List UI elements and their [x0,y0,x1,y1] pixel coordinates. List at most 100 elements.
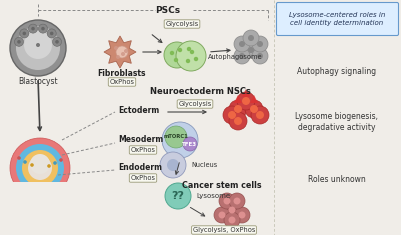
Circle shape [30,154,50,174]
Circle shape [124,49,128,53]
Circle shape [28,156,52,180]
Circle shape [237,92,255,110]
Text: Blastocyst: Blastocyst [18,77,58,86]
Circle shape [257,41,263,47]
Circle shape [248,35,254,41]
Circle shape [167,159,179,171]
Circle shape [223,197,231,204]
Circle shape [228,111,236,119]
Circle shape [183,137,197,151]
Circle shape [59,158,63,162]
Circle shape [257,53,263,59]
Text: Nucleus: Nucleus [191,162,217,168]
Circle shape [256,111,264,119]
Text: mTORC1: mTORC1 [164,134,188,140]
Circle shape [186,59,190,63]
Circle shape [234,48,250,64]
Circle shape [23,160,27,164]
Text: Glycolysis: Glycolysis [165,21,198,27]
Text: Glycolysis: Glycolysis [178,101,212,107]
Polygon shape [250,95,258,103]
Circle shape [170,51,174,55]
Circle shape [121,52,125,56]
Circle shape [47,164,51,168]
Text: Autophagy signaling: Autophagy signaling [298,67,377,77]
Circle shape [24,31,52,59]
Circle shape [187,47,191,51]
Circle shape [165,183,191,209]
Circle shape [165,126,187,148]
Text: PSCs: PSCs [156,5,180,15]
Circle shape [116,55,120,59]
Circle shape [229,216,235,223]
Text: Roles unknown: Roles unknown [308,176,366,184]
FancyBboxPatch shape [277,3,399,35]
Circle shape [252,48,268,64]
Circle shape [178,48,182,52]
Circle shape [47,29,56,38]
Circle shape [239,53,245,59]
Circle shape [243,42,259,58]
Circle shape [219,212,225,219]
Text: Autophagosome: Autophagosome [208,54,263,60]
Circle shape [53,37,61,46]
Text: Gastrula: Gastrula [24,196,57,204]
Text: Cancer stem cells: Cancer stem cells [182,181,262,191]
Circle shape [28,24,38,33]
Circle shape [233,197,241,204]
Polygon shape [104,36,136,68]
Circle shape [224,202,240,218]
Circle shape [36,43,40,47]
Circle shape [22,150,58,186]
Text: Neuroectoderm NSCs: Neuroectoderm NSCs [150,87,251,97]
Circle shape [251,106,269,124]
Circle shape [245,100,263,118]
Circle shape [234,105,242,113]
Circle shape [50,32,53,35]
Circle shape [38,24,47,33]
Circle shape [16,144,64,192]
Text: TFE3: TFE3 [182,141,198,146]
Circle shape [176,41,206,71]
Text: Endoderm: Endoderm [118,164,162,172]
Text: ??: ?? [172,191,184,201]
Circle shape [229,207,235,214]
Text: OxPhos: OxPhos [130,147,156,153]
Circle shape [243,30,259,46]
Circle shape [14,37,24,46]
FancyBboxPatch shape [8,182,72,204]
Circle shape [229,100,247,118]
Text: Lysosome: Lysosome [196,193,230,199]
Circle shape [214,207,230,223]
Circle shape [17,156,21,160]
Text: OxPhos: OxPhos [130,175,156,181]
Circle shape [53,161,57,165]
Circle shape [219,193,235,209]
Circle shape [223,106,241,124]
Text: Ectoderm: Ectoderm [118,106,159,114]
Circle shape [250,105,258,113]
Circle shape [41,27,45,30]
Circle shape [239,212,245,219]
Circle shape [229,193,245,209]
Circle shape [190,50,194,54]
Polygon shape [234,95,242,103]
Circle shape [10,20,66,76]
Circle shape [31,27,35,30]
Circle shape [116,46,128,58]
Circle shape [164,42,190,68]
Circle shape [30,163,34,167]
Circle shape [22,32,26,35]
Circle shape [162,122,198,158]
Circle shape [55,40,59,44]
Circle shape [234,36,250,52]
Circle shape [252,36,268,52]
Circle shape [248,47,254,53]
Circle shape [20,29,29,38]
Circle shape [229,112,247,130]
Circle shape [239,41,245,47]
Circle shape [174,58,178,62]
Circle shape [114,46,118,50]
Circle shape [194,57,198,61]
Text: Glycolysis, OxPhos: Glycolysis, OxPhos [193,227,255,233]
